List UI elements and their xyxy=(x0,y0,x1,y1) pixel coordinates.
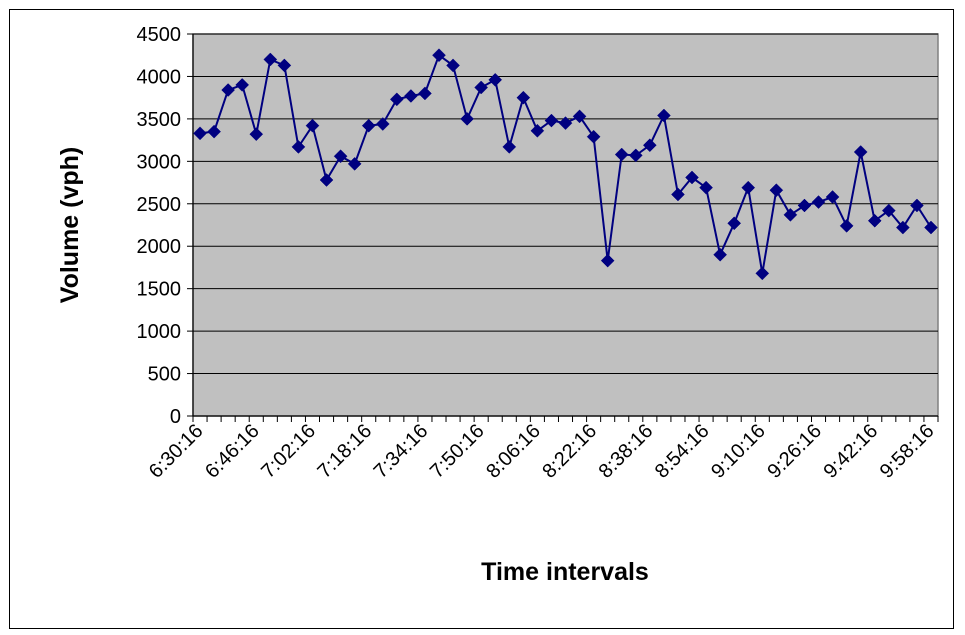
series-markers xyxy=(193,48,938,281)
x-tick-label: 7:02:16 xyxy=(257,420,320,483)
data-point-marker xyxy=(797,198,812,213)
data-point-marker xyxy=(305,118,320,133)
data-point-marker xyxy=(558,116,573,130)
data-point-marker xyxy=(881,203,896,218)
y-tick-label: 1000 xyxy=(137,321,182,343)
data-point-marker xyxy=(839,218,854,233)
data-point-marker xyxy=(783,207,798,222)
plot-area xyxy=(192,33,939,417)
y-tick-label: 1500 xyxy=(137,279,182,301)
data-point-marker xyxy=(811,195,826,209)
data-point-marker xyxy=(825,190,840,204)
y-tick-label: 4000 xyxy=(137,66,182,88)
data-point-marker xyxy=(685,170,699,185)
data-point-marker xyxy=(277,58,292,73)
data-point-marker xyxy=(291,140,306,154)
data-point-marker xyxy=(474,80,489,95)
y-tick-label: 4500 xyxy=(137,24,182,46)
x-tick-label: 8:22:16 xyxy=(538,420,601,483)
x-tick-label: 6:30:16 xyxy=(145,420,208,483)
data-point-marker xyxy=(924,220,938,235)
data-point-marker xyxy=(896,220,910,235)
data-point-marker xyxy=(741,180,756,195)
data-point-marker xyxy=(727,216,742,231)
x-tick-label: 8:38:16 xyxy=(595,420,658,483)
gridlines xyxy=(187,33,938,417)
data-point-marker xyxy=(375,117,390,131)
data-point-marker xyxy=(671,187,685,202)
data-point-marker xyxy=(910,198,924,213)
y-tick-labels: 0 500 1000 1500 2000 2500 3000 3500 4000 4500 xyxy=(137,24,182,428)
x-tick-label: 8:54:16 xyxy=(651,420,714,483)
x-tick-label: 9:10:16 xyxy=(707,420,770,483)
y-tick-label: 3000 xyxy=(137,151,182,173)
data-point-marker xyxy=(333,149,348,164)
y-axis-title: Volume (vph) xyxy=(56,147,84,303)
data-point-marker xyxy=(755,266,770,281)
data-point-marker xyxy=(628,148,643,163)
data-point-marker xyxy=(319,173,334,187)
data-point-marker xyxy=(572,109,587,124)
data-point-marker xyxy=(642,138,657,153)
x-tick-label: 9:42:16 xyxy=(820,420,883,483)
data-point-marker xyxy=(361,118,376,133)
data-point-marker xyxy=(432,48,446,63)
y-tick-label: 2500 xyxy=(137,194,182,216)
x-tick-labels: 6:30:166:46:167:02:167:18:167:34:167:50:… xyxy=(145,420,939,483)
x-tick-label: 7:50:16 xyxy=(426,420,489,483)
data-point-marker xyxy=(249,127,264,142)
data-point-marker xyxy=(544,113,559,128)
data-point-marker xyxy=(657,108,671,123)
data-point-marker xyxy=(516,90,531,105)
x-axis-title: Time intervals xyxy=(481,558,649,586)
data-point-marker xyxy=(867,213,882,228)
data-point-marker xyxy=(600,253,615,268)
x-tick-label: 7:18:16 xyxy=(313,420,376,483)
y-tick-label: 2000 xyxy=(137,236,182,258)
data-point-marker xyxy=(530,123,545,138)
data-point-marker xyxy=(502,140,517,154)
data-point-marker xyxy=(446,58,460,73)
data-point-marker xyxy=(389,92,404,107)
x-tick-label: 8:06:16 xyxy=(482,420,545,483)
data-point-marker xyxy=(418,86,432,101)
data-point-marker xyxy=(235,78,250,92)
data-point-marker xyxy=(853,145,868,159)
data-point-marker xyxy=(460,112,474,126)
data-point-marker xyxy=(221,83,235,97)
x-tick-label: 6:46:16 xyxy=(201,420,264,483)
data-point-marker xyxy=(207,124,221,139)
data-point-marker xyxy=(699,180,713,195)
y-tick-label: 500 xyxy=(148,364,181,386)
data-point-marker xyxy=(263,52,278,67)
data-point-marker xyxy=(614,147,629,162)
data-point-marker xyxy=(193,126,207,141)
y-tick-label: 3500 xyxy=(137,109,182,131)
y-tick-label: 0 xyxy=(170,406,181,428)
x-tick-label: 7:34:16 xyxy=(370,420,433,483)
x-tick-label: 9:26:16 xyxy=(763,420,826,483)
data-point-marker xyxy=(713,247,727,262)
data-point-marker xyxy=(347,157,362,171)
x-tick-label: 9:58:16 xyxy=(876,420,939,483)
data-point-marker xyxy=(404,89,418,103)
x-tick-marks xyxy=(192,416,939,422)
data-point-marker xyxy=(586,129,601,144)
data-point-marker xyxy=(769,183,784,198)
data-point-marker xyxy=(488,72,503,87)
